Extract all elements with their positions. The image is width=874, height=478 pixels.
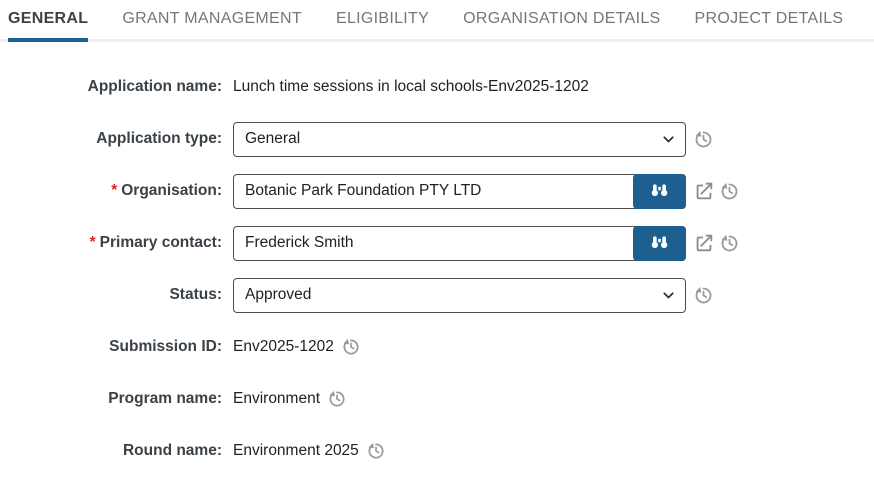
round-name-history-button[interactable] [366,441,386,461]
history-icon [693,285,714,306]
organisation-lookup-button[interactable] [633,173,686,209]
program-name-label: Program name: [108,390,222,407]
organisation-row: * Organisation: [0,165,874,217]
history-icon [719,233,740,254]
general-form: Application name: Lunch time sessions in… [0,61,874,477]
primary-contact-open-record-button[interactable] [693,232,715,254]
chevron-down-icon [660,287,677,304]
tab-eligibility[interactable]: ELIGIBILITY [335,10,430,27]
chevron-down-icon [660,131,677,148]
history-icon [327,389,347,409]
required-asterisk: * [89,234,96,251]
application-type-label: Application type: [96,130,222,147]
primary-contact-history-button[interactable] [719,233,740,254]
tab-project-details[interactable]: PROJECT DETAILS [694,10,844,27]
program-name-history-button[interactable] [327,389,347,409]
primary-contact-label: * Primary contact: [89,234,222,251]
tab-general[interactable]: GENERAL [8,10,89,42]
history-icon [341,337,361,357]
binoculars-icon [649,179,670,203]
tab-organisation-details[interactable]: ORGANISATION DETAILS [463,10,661,27]
required-asterisk: * [111,182,118,199]
history-icon [366,441,386,461]
application-type-history-button[interactable] [693,129,714,150]
organisation-open-record-button[interactable] [693,180,715,202]
organisation-history-button[interactable] [719,181,740,202]
history-icon [719,181,740,202]
application-type-selected-value: General [245,130,301,147]
primary-contact-row: * Primary contact: [0,217,874,269]
status-history-button[interactable] [693,285,714,306]
external-link-icon [693,180,715,202]
application-name-row: Application name: Lunch time sessions in… [0,61,874,113]
submission-id-label: Submission ID: [109,338,222,355]
external-link-icon [693,232,715,254]
application-type-row: Application type: General [0,113,874,165]
tab-grant-management[interactable]: GRANT MANAGEMENT [122,10,302,27]
application-name-value: Lunch time sessions in local schools-Env… [233,78,589,95]
status-row: Status: Approved [0,269,874,321]
primary-contact-lookup-button[interactable] [633,225,686,261]
organisation-input[interactable] [233,173,686,209]
round-name-value: Environment 2025 [233,442,359,459]
primary-contact-input[interactable] [233,225,686,261]
program-name-value: Environment [233,390,321,407]
binoculars-icon [649,231,670,255]
status-selected-value: Approved [245,286,312,303]
submission-id-history-button[interactable] [341,337,361,357]
program-name-row: Program name: Environment [0,373,874,425]
history-icon [693,129,714,150]
round-name-label: Round name: [122,442,222,459]
submission-id-value: Env2025-1202 [233,338,334,355]
submission-id-row: Submission ID: Env2025-1202 [0,321,874,373]
application-name-label: Application name: [87,78,222,95]
status-label: Status: [169,286,222,303]
organisation-label: * Organisation: [111,182,222,199]
round-name-row: Round name: Environment 2025 [0,425,874,477]
status-select[interactable]: Approved [233,277,686,313]
tab-bar: GENERAL GRANT MANAGEMENT ELIGIBILITY ORG… [0,0,874,42]
application-type-select[interactable]: General [233,121,686,157]
